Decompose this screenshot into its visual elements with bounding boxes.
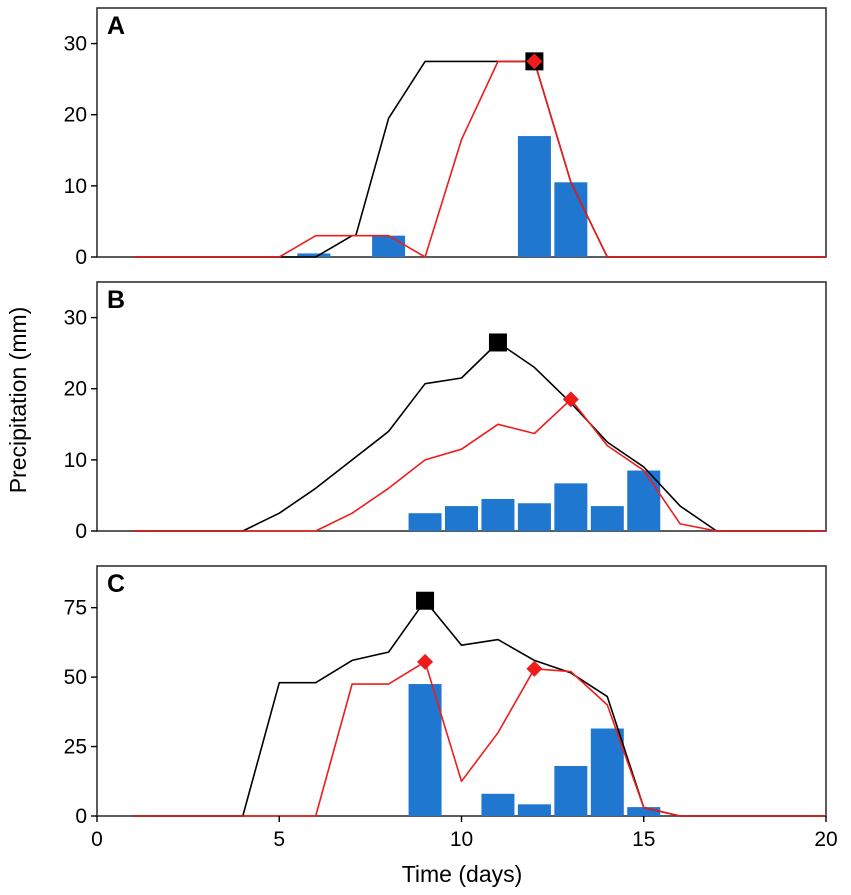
panel-a: A 0 10 20 30	[64, 7, 827, 269]
panel-a-ytick-label: 0	[75, 246, 87, 269]
panel-c-red-peak-marker	[417, 653, 434, 670]
panel-b-bar	[481, 498, 515, 531]
panel-c-bar	[627, 807, 661, 816]
panel-a-ytick-label: 30	[64, 33, 87, 56]
panel-b-bar	[627, 470, 661, 531]
panel-b-red-line	[133, 398, 826, 532]
x-tick-label: 5	[273, 828, 285, 851]
panel-b-bar	[554, 483, 588, 531]
panel-a-ytick-label: 20	[64, 104, 87, 127]
panel-c-ytick-label: 25	[64, 736, 87, 759]
panel-a-bar	[554, 182, 588, 257]
panel-b-ytick-label: 10	[64, 449, 87, 472]
panel-a-red-peak-marker	[526, 53, 543, 70]
x-tick-label: 20	[814, 828, 837, 851]
panel-c-black-line	[133, 599, 826, 817]
panel-a-frame	[96, 7, 827, 258]
panel-b-bar	[408, 513, 442, 531]
panel-b-label: B	[107, 286, 125, 314]
x-tick-label: 10	[450, 828, 473, 851]
panel-b-black-peak-marker	[488, 333, 507, 352]
panel-b-red-peak-marker	[562, 391, 579, 408]
panel-a-ytick-label: 10	[64, 175, 87, 198]
y-axis-title: Precipitation (mm)	[5, 307, 31, 494]
panel-b-black-line	[133, 341, 826, 532]
panel-b-bar	[517, 503, 551, 531]
panel-a-bar	[517, 136, 551, 257]
panel-a-bar	[297, 253, 331, 257]
panel-c-bar	[408, 684, 442, 816]
panel-c-ytick-label: 0	[75, 805, 87, 828]
panel-b-bar	[590, 506, 624, 531]
panel-c-ytick-label: 50	[64, 666, 87, 689]
panel-c-ytick-label: 75	[64, 597, 87, 620]
panel-c-frame	[96, 565, 827, 817]
panel-a-bar	[372, 235, 406, 257]
panel-c: C 0 25 50 75	[64, 565, 827, 828]
panel-c-red-line	[133, 660, 826, 817]
panel-c-bar	[590, 728, 624, 816]
panel-c-bar	[517, 804, 551, 816]
panel-c-red-peak-marker-2	[526, 660, 543, 677]
x-axis-title: Time (days)	[402, 861, 523, 887]
x-tick-label: 0	[91, 828, 103, 851]
panel-a-label: A	[107, 12, 125, 40]
panel-c-label: C	[107, 570, 125, 598]
panel-b-bar	[445, 506, 478, 531]
panel-b-ytick-label: 20	[64, 378, 87, 401]
panel-b-frame	[96, 281, 827, 532]
panel-b-ytick-label: 0	[75, 520, 87, 543]
panel-a-black-line	[133, 60, 826, 258]
panel-c-bar	[481, 793, 515, 816]
panel-c-bar	[554, 766, 588, 816]
panel-b: B 0 10 20 30	[64, 281, 827, 543]
panel-b-ytick-label: 30	[64, 307, 87, 330]
x-tick-label: 15	[632, 828, 655, 851]
panel-c-black-peak-marker	[416, 591, 435, 610]
panel-a-red-line	[133, 60, 826, 258]
